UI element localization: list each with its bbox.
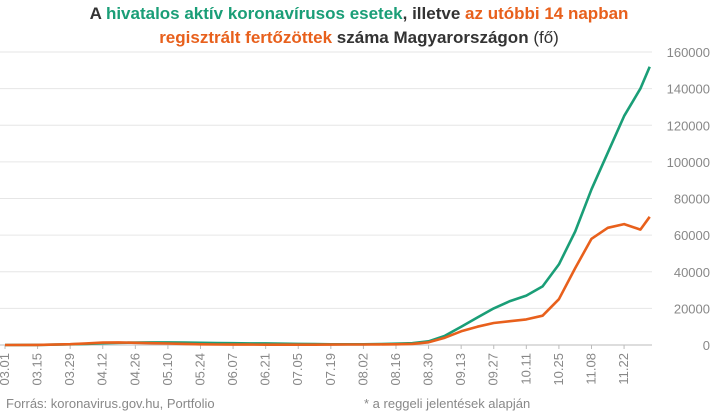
x-tick-label: 04.12 <box>95 353 110 386</box>
x-tick-label: 03.15 <box>30 353 45 386</box>
title-line-1-segment: hivatalos aktív koronavírusos esetek <box>105 4 403 23</box>
x-tick-label: 10.11 <box>518 353 533 385</box>
x-tick-label: 06.07 <box>225 353 240 386</box>
y-tick-label: 0 <box>703 338 710 353</box>
x-tick-label: 06.21 <box>258 353 273 386</box>
x-tick-label: 09.13 <box>453 353 468 386</box>
x-tick-label: 05.24 <box>192 353 207 386</box>
y-axis-ticks: 0 20000 40000 60000 80000 100000 120000 140000 1… <box>667 45 710 353</box>
y-tick-label: 60000 <box>674 228 710 243</box>
x-tick-label: 10.25 <box>551 353 566 386</box>
x-tick-label: 11.22 <box>616 353 631 385</box>
x-tick-label: 03.01 <box>0 353 12 386</box>
y-tick-label: 40000 <box>674 265 710 280</box>
y-tick-label: 160000 <box>667 45 710 60</box>
title-line-1-segment: A <box>89 4 106 23</box>
active-series-line <box>4 66 651 347</box>
title-line-2-segment: (fő) <box>533 28 559 47</box>
x-axis-ticks: 03.01 03.15 03.29 04.12 04.26 05.10 05.24 06.07… <box>0 345 631 386</box>
x-tick-label: 11.08 <box>583 353 598 385</box>
x-tick-label: 05.10 <box>160 353 175 386</box>
title-line-1-segment: , illetve <box>402 4 466 23</box>
y-tick-label: 120000 <box>667 118 710 133</box>
title-line-2-segment: regisztrált fertőzöttek <box>159 28 333 47</box>
title-line-1-segment: az utóbbi 14 napban <box>465 4 629 23</box>
x-tick-label: 07.19 <box>323 353 338 386</box>
y-tick-label: 140000 <box>667 82 710 97</box>
title-line-2-segment: száma Magyarországon <box>332 28 534 47</box>
x-tick-label: 03.29 <box>62 353 77 386</box>
gridlines <box>0 51 652 346</box>
title-line-1: A hivatalos aktív koronavírusos esetek, … <box>0 2 718 26</box>
source-note: Forrás: koronavirus.gov.hu, Portfolio <box>6 396 215 411</box>
x-tick-label: 07.05 <box>290 353 305 386</box>
title-line-2: regisztrált fertőzöttek száma Magyarorsz… <box>0 26 718 50</box>
x-tick-label: 08.30 <box>421 353 436 386</box>
fourteen_day-series-line <box>4 216 651 347</box>
x-tick-label: 04.26 <box>127 353 142 386</box>
y-tick-label: 80000 <box>674 192 710 207</box>
y-tick-label: 20000 <box>674 301 710 316</box>
chart-title: A hivatalos aktív koronavírusos esetek, … <box>0 2 718 50</box>
y-tick-label: 100000 <box>667 155 710 170</box>
footnote: * a reggeli jelentések alapján <box>364 396 531 411</box>
x-tick-label: 08.02 <box>355 353 370 386</box>
x-tick-label: 09.27 <box>486 353 501 386</box>
x-tick-label: 08.16 <box>388 353 403 386</box>
series-lines <box>4 66 651 347</box>
